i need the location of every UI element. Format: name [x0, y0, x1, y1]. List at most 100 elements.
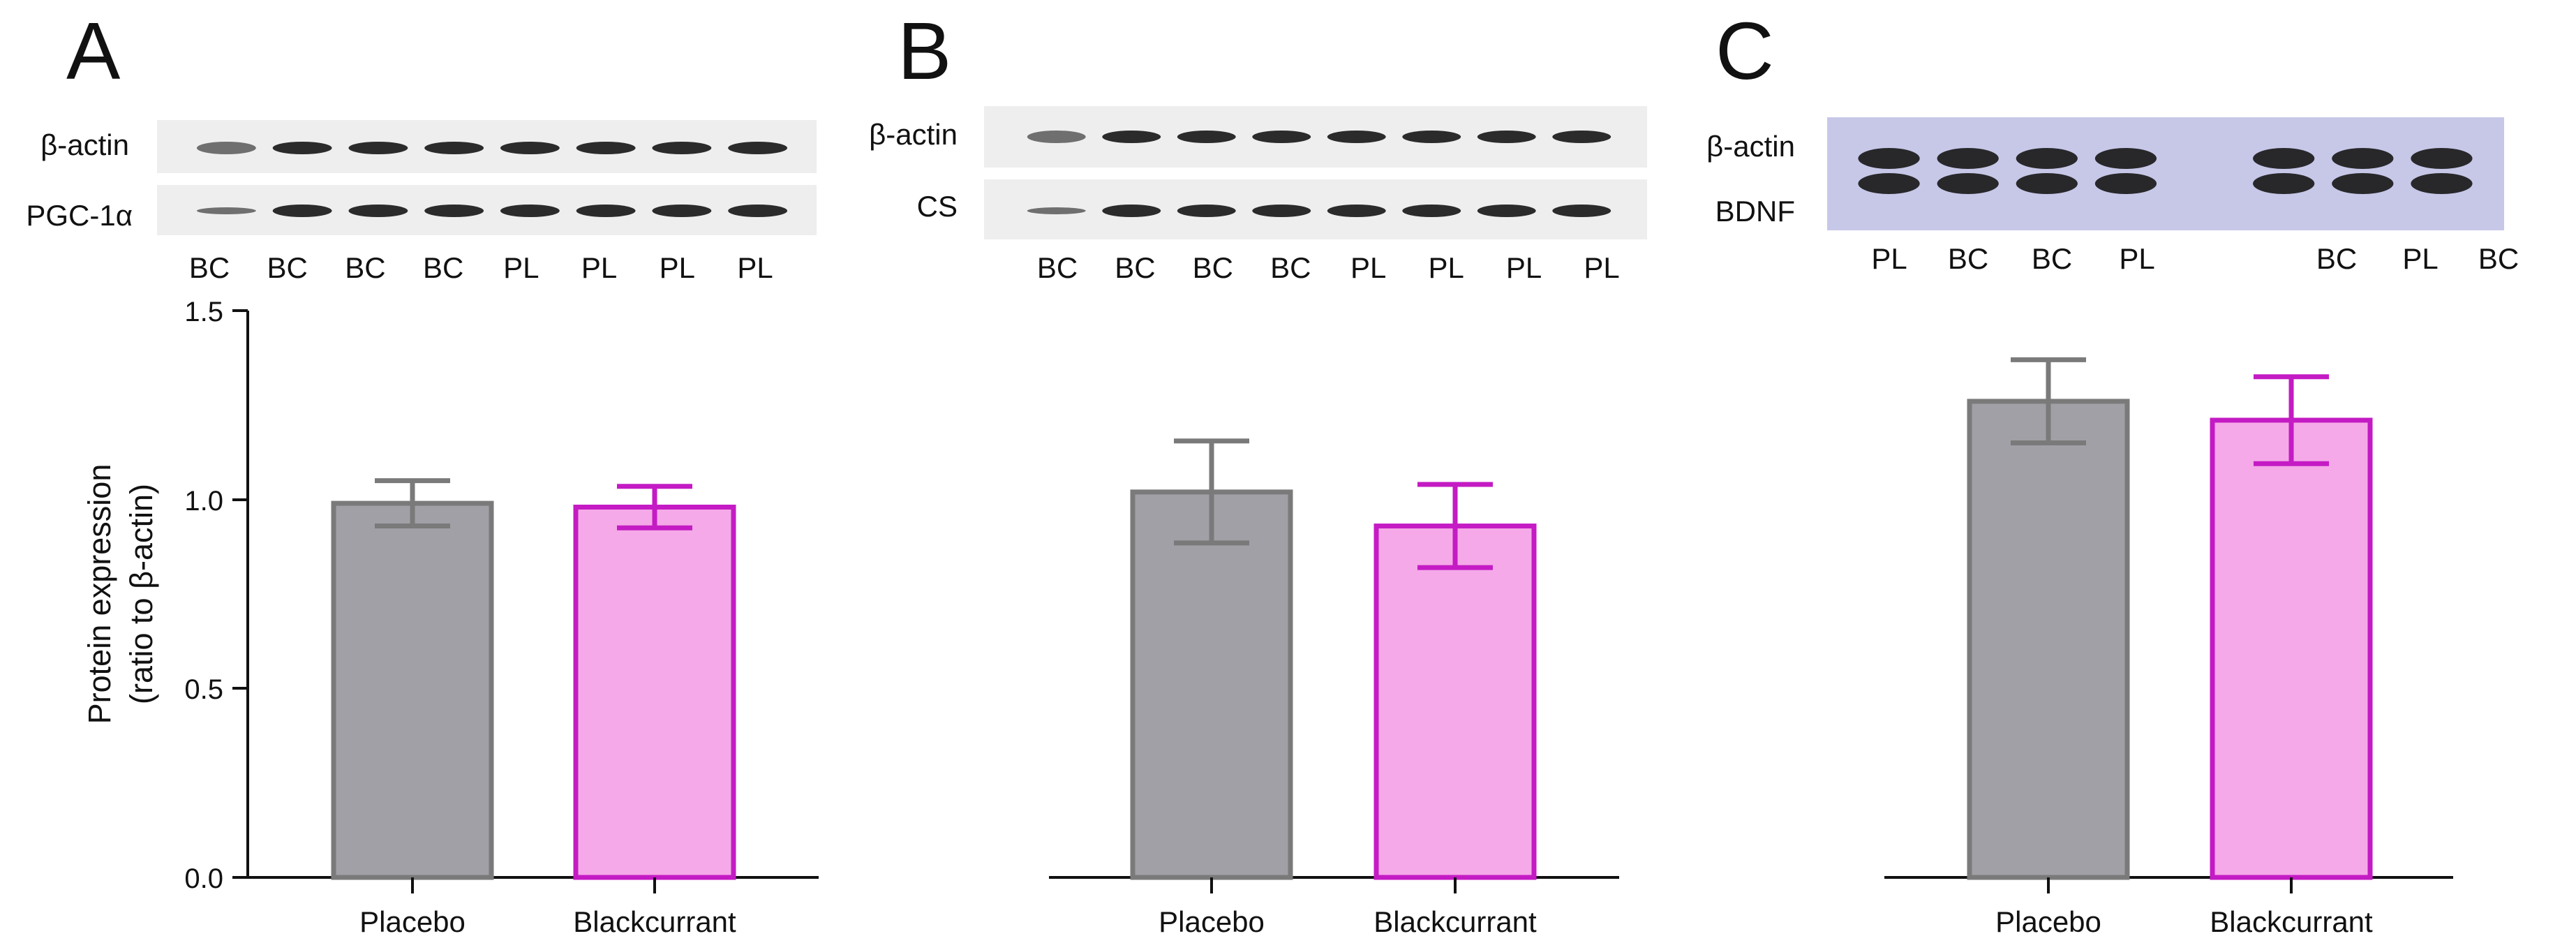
blot-lane-label: BC	[345, 251, 385, 284]
blot-band	[1102, 205, 1161, 217]
bar-b-placebo	[1130, 489, 1293, 880]
blot-lane-label: BC	[1270, 251, 1311, 284]
blot-band	[2332, 173, 2394, 194]
x-tick-label-a-blackcurrant: Blackcurrant	[573, 905, 736, 938]
blot-c-row-label-1: β-actin	[1706, 130, 1795, 163]
blot-lane-label: BC	[1948, 242, 1988, 275]
y-axis-label: Protein expression	[82, 464, 117, 725]
blot-band	[576, 205, 636, 217]
errorbar-c-blackcurrant	[2254, 374, 2329, 466]
blot-lane-label: BC	[1037, 251, 1078, 284]
panel-b: B β-actin CS BC BC BC BC PL PL PL PL Placebo Bl…	[869, 6, 1647, 938]
blot-a: β-actin PGC-1α BC BC BC BC PL PL PL PL	[26, 120, 817, 284]
errorbar-b-placebo	[1174, 438, 1249, 546]
blot-band	[2411, 148, 2473, 169]
blot-band	[1858, 173, 1920, 194]
y-axis-label-sub: (ratio to β-actin)	[124, 484, 159, 704]
x-tick-label-a-placebo: Placebo	[359, 905, 466, 938]
blot-lane-label: BC	[1115, 251, 1155, 284]
panel-label-c: C	[1715, 6, 1774, 96]
blot-band	[1858, 148, 1920, 169]
x-tick-label-b-placebo: Placebo	[1159, 905, 1265, 938]
blot-lane-label: BC	[189, 251, 230, 284]
blot-band	[348, 142, 408, 154]
blot-band	[652, 205, 712, 217]
errorbar-a-placebo	[375, 478, 450, 529]
blot-band	[1552, 205, 1611, 217]
blot-band	[272, 205, 332, 217]
blot-b-row-label-1: β-actin	[869, 118, 958, 151]
bar-a-placebo	[331, 500, 494, 880]
bar-b-blackcurrant	[1373, 524, 1537, 880]
y-tick-label-0-5: 0.5	[184, 674, 223, 705]
blot-lane-label: PL	[1584, 251, 1619, 284]
blot-lane-label: PL	[503, 251, 539, 284]
blot-lane-label: PL	[1350, 251, 1386, 284]
x-tick-label-c-blackcurrant: Blackcurrant	[2210, 905, 2373, 938]
blot-band	[1402, 205, 1461, 217]
x-tick-label-c-placebo: Placebo	[1995, 905, 2101, 938]
blot-band	[272, 142, 332, 154]
blot-b: β-actin CS BC BC BC BC PL PL PL PL	[869, 106, 1647, 284]
blot-band	[1327, 131, 1386, 143]
blot-lane-label: PL	[660, 251, 695, 284]
blot-band	[1027, 131, 1086, 143]
y-tick-0-5: 0.5	[184, 674, 248, 705]
blot-band	[196, 142, 256, 154]
blot-band	[576, 142, 636, 154]
blot-lane-label: PL	[2119, 242, 2154, 275]
blot-band	[2094, 148, 2157, 169]
y-tick-label-1-5: 1.5	[184, 297, 223, 327]
blot-band	[2253, 173, 2315, 194]
blot-band	[2094, 173, 2157, 194]
plot-a: 1.5 1.0 0.5 0.0 Protein expression (rati…	[82, 297, 819, 938]
blot-b-strip-1	[984, 106, 1647, 168]
blot-band	[500, 142, 560, 154]
blot-band	[348, 205, 408, 217]
blot-band	[1027, 207, 1086, 214]
panel-a: A β-actin PGC-1α BC BC BC BC PL PL PL PL 1.5 1.…	[26, 6, 819, 938]
blot-a-row-label-2: PGC-1α	[26, 199, 133, 232]
blot-lane-label: PL	[1506, 251, 1542, 284]
blot-band	[652, 142, 712, 154]
panel-label-a: A	[66, 6, 121, 96]
panel-label-b: B	[898, 6, 951, 96]
blot-band	[2332, 148, 2394, 169]
blot-lane-label: PL	[2402, 242, 2438, 275]
blot-band	[728, 142, 788, 154]
blot-band	[2016, 173, 2078, 194]
blot-a-strip-2	[157, 185, 817, 235]
blot-band	[424, 142, 484, 154]
blot-band	[500, 205, 560, 217]
blot-b-strip-2	[984, 179, 1647, 239]
blot-lane-label: BC	[2316, 242, 2357, 275]
blot-band	[1477, 131, 1536, 143]
blot-c-strip	[1827, 117, 2504, 230]
blot-band	[1327, 205, 1386, 217]
blot-lane-label: PL	[1871, 242, 1907, 275]
blot-lane-label: BC	[267, 251, 308, 284]
blot-c-row-label-2: BDNF	[1715, 195, 1795, 228]
blot-band	[2016, 148, 2078, 169]
plot-c: Placebo Blackcurrant	[1884, 357, 2453, 938]
y-tick-0-0: 0.0	[184, 863, 248, 894]
blot-band	[1552, 131, 1611, 143]
plot-b: Placebo Blackcurrant	[1049, 438, 1619, 938]
blot-band	[1937, 173, 1999, 194]
blot-lane-label: BC	[1193, 251, 1233, 284]
blot-band	[1177, 131, 1236, 143]
blot-b-row-label-2: CS	[917, 190, 958, 223]
bar-a-blackcurrant	[573, 504, 736, 880]
bar-c-blackcurrant	[2210, 417, 2373, 880]
blot-band	[1102, 131, 1161, 143]
blot-band	[196, 207, 256, 214]
y-tick-label-0-0: 0.0	[184, 863, 223, 894]
blot-band	[2411, 173, 2473, 194]
blot-c: β-actin BDNF PL BC BC PL BC PL BC	[1706, 117, 2519, 275]
blot-lane-label: PL	[737, 251, 773, 284]
y-tick-1-0: 1.0	[184, 486, 248, 517]
blot-band	[1252, 205, 1311, 217]
errorbar-b-blackcurrant	[1417, 482, 1493, 570]
blot-band	[1477, 205, 1536, 217]
